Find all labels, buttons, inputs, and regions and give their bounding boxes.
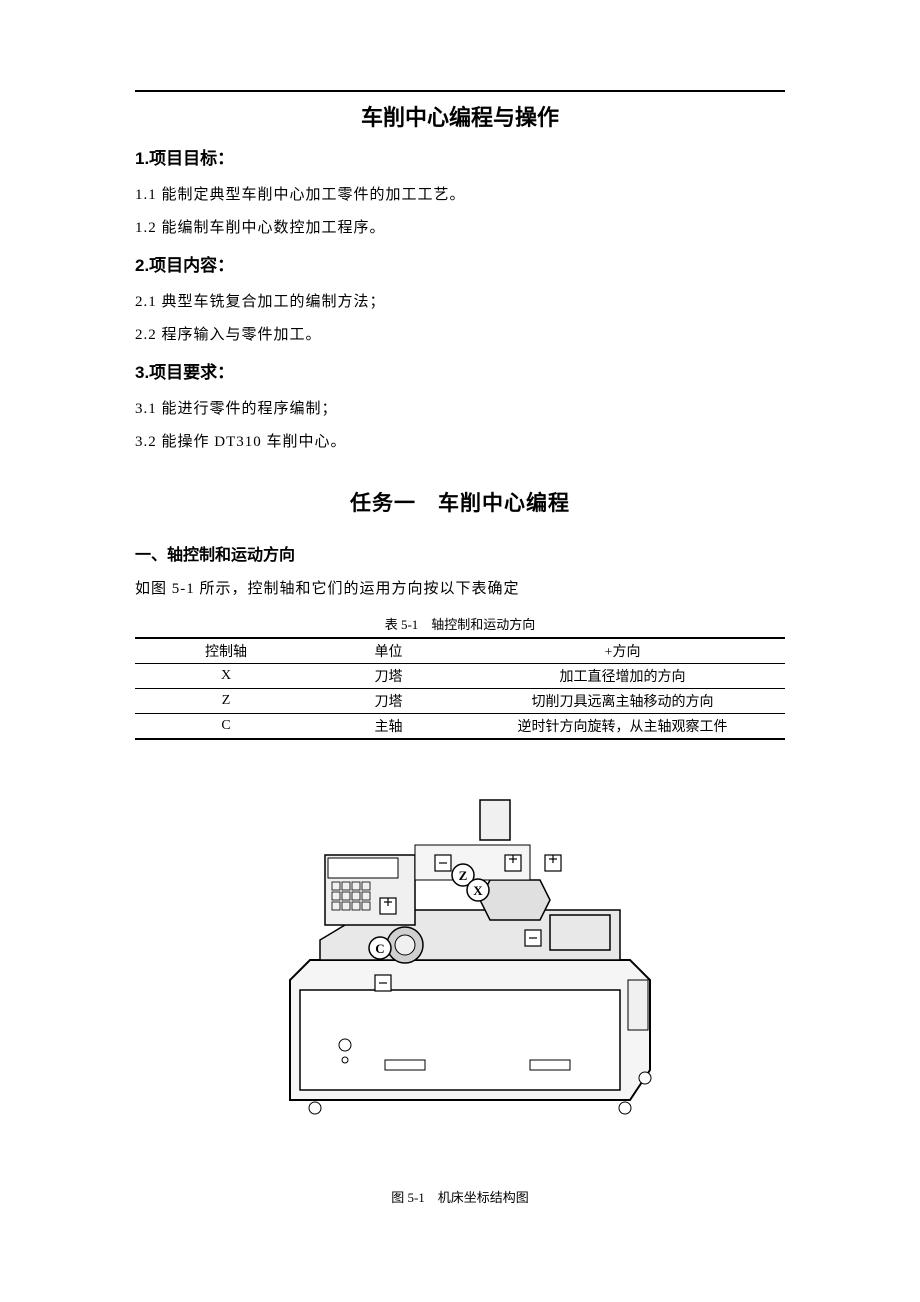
- z-axis-label: Z: [459, 868, 468, 883]
- table-row: X 刀塔 加工直径增加的方向: [135, 664, 785, 689]
- figure-caption: 图 5-1 机床坐标结构图: [135, 1187, 785, 1206]
- table-header-3: +方向: [460, 638, 785, 664]
- axis-control-table: 控制轴 单位 +方向 X 刀塔 加工直径增加的方向 Z 刀塔 切削刀具远离主轴移…: [135, 637, 785, 740]
- header-rule: [135, 90, 785, 92]
- main-title: 车削中心编程与操作: [135, 100, 785, 132]
- table-cell: 加工直径增加的方向: [460, 664, 785, 689]
- table-cell: X: [135, 664, 317, 689]
- section-1-item-1: 1.1 能制定典型车削中心加工零件的加工工艺。: [135, 179, 785, 212]
- x-axis-label: X: [473, 883, 483, 898]
- task-title: 任务一 车削中心编程: [135, 487, 785, 517]
- section-3-item-1: 3.1 能进行零件的程序编制；: [135, 393, 785, 426]
- section-3-heading: 3.项目要求：: [135, 358, 785, 383]
- section-1-item-2: 1.2 能编制车削中心数控加工程序。: [135, 212, 785, 245]
- figure-container: Z X C 图 5-1 机床坐标结构图: [135, 780, 785, 1206]
- table-header-1: 控制轴: [135, 638, 317, 664]
- table-header-row: 控制轴 单位 +方向: [135, 638, 785, 664]
- table-row: Z 刀塔 切削刀具远离主轴移动的方向: [135, 689, 785, 714]
- section-2-item-2: 2.2 程序输入与零件加工。: [135, 319, 785, 352]
- section-3-item-2: 3.2 能操作 DT310 车削中心。: [135, 426, 785, 459]
- machine-diagram: Z X C: [250, 780, 670, 1170]
- section-2-item-1: 2.1 典型车铣复合加工的编制方法；: [135, 286, 785, 319]
- section-1-heading: 1.项目目标：: [135, 144, 785, 169]
- subsection-1-intro: 如图 5-1 所示，控制轴和它们的运用方向按以下表确定: [135, 573, 785, 606]
- table-cell: 刀塔: [317, 689, 460, 714]
- table-cell: 主轴: [317, 714, 460, 740]
- c-axis-label: C: [375, 941, 384, 956]
- section-2-heading: 2.项目内容：: [135, 251, 785, 276]
- table-cell: C: [135, 714, 317, 740]
- table-cell: 逆时针方向旋转，从主轴观察工件: [460, 714, 785, 740]
- table-row: C 主轴 逆时针方向旋转，从主轴观察工件: [135, 714, 785, 740]
- table-cell: 刀塔: [317, 664, 460, 689]
- table-cell: 切削刀具远离主轴移动的方向: [460, 689, 785, 714]
- table-caption: 表 5-1 轴控制和运动方向: [135, 614, 785, 633]
- table-header-2: 单位: [317, 638, 460, 664]
- table-cell: Z: [135, 689, 317, 714]
- subsection-1-heading: 一、轴控制和运动方向: [135, 541, 785, 565]
